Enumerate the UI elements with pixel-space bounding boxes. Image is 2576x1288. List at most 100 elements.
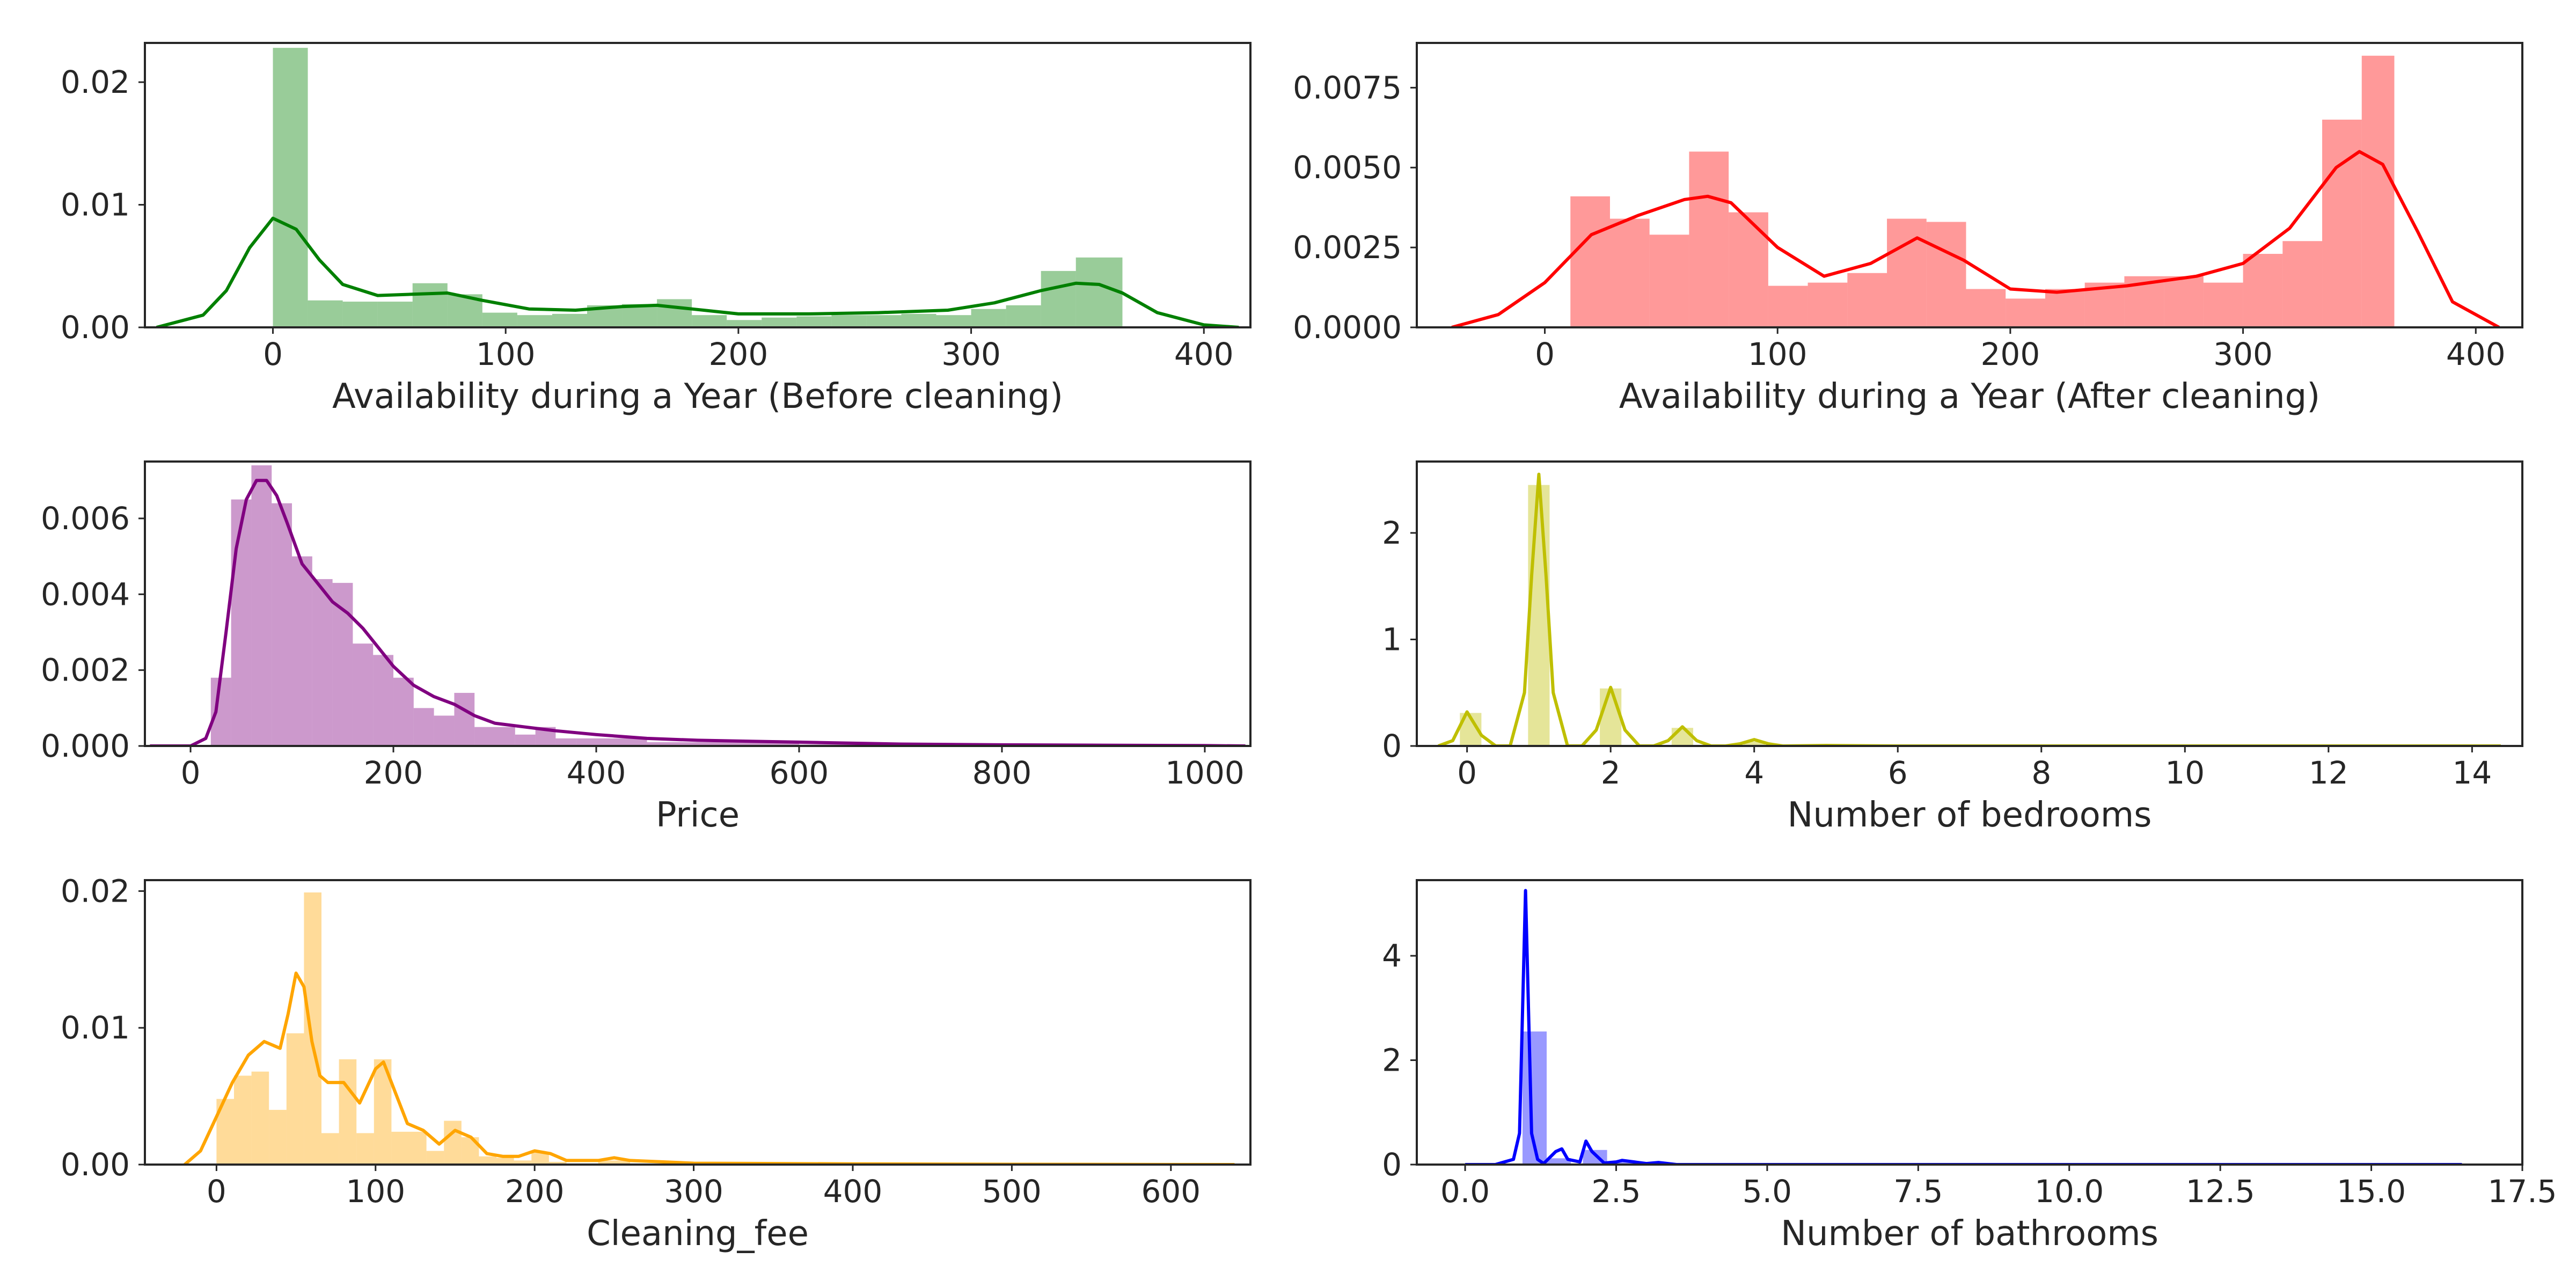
- histogram-bar: [426, 1151, 444, 1165]
- histogram-bar: [866, 315, 902, 327]
- kde-line: [1438, 472, 2501, 746]
- x-tick-label: 300: [941, 336, 1001, 372]
- histogram-bar: [727, 320, 762, 327]
- histogram-bar: [657, 299, 692, 327]
- histogram-bar: [1609, 218, 1650, 327]
- x-tick-label: 400: [823, 1173, 883, 1210]
- y-tick-label: 0.0000: [1293, 309, 1402, 346]
- histogram-bar: [514, 1160, 532, 1165]
- y-tick-label: 0.02: [61, 64, 130, 100]
- histogram-bar: [552, 313, 587, 327]
- axes-frame: [144, 42, 1252, 328]
- histogram-bar: [576, 738, 597, 746]
- y-tick-label: 1: [1382, 621, 1402, 657]
- histogram-bar: [233, 1075, 252, 1165]
- y-tick-label: 0.00: [61, 1146, 130, 1183]
- x-axis-label: Availability during a Year (Before clean…: [332, 377, 1063, 416]
- histogram-bar: [1926, 222, 1966, 327]
- kde-line: [1451, 150, 2500, 327]
- histogram-bar: [831, 315, 867, 327]
- subplot-2: 0 100 200 300 400 0.0000 0.0025 0.0050 0.0075 Ava…: [1293, 42, 2523, 416]
- y-tick-label: 0.006: [41, 500, 130, 537]
- x-tick-label: 600: [1141, 1173, 1201, 1210]
- x-tick-label: 14: [2452, 755, 2492, 791]
- histogram-bar: [454, 693, 475, 746]
- histogram-bar: [332, 583, 353, 746]
- histogram-bar: [901, 313, 936, 327]
- subplot-5: 0 100 200 300 400 500 600 0.00 0.01 0.02 Cleaning_…: [61, 873, 1252, 1254]
- histogram-bar: [496, 1158, 514, 1165]
- x-tick-label: 200: [364, 755, 423, 791]
- histogram-bar: [321, 1133, 339, 1165]
- x-tick-label: 2.5: [1591, 1173, 1641, 1210]
- histogram-bar: [515, 734, 536, 746]
- histogram-bar: [251, 465, 272, 746]
- x-axis-label: Price: [656, 795, 740, 835]
- histogram-bar: [698, 742, 799, 746]
- histogram-bar: [555, 738, 576, 746]
- subplot-6: 0.0 2.5 5.0 7.5 10.0 12.5 15.0 17.5 0 2 4 Number of…: [1382, 879, 2557, 1254]
- y-tick-label: 2: [1382, 1042, 1402, 1079]
- plot-area: [1465, 889, 2462, 1165]
- histogram-bar: [1729, 212, 1768, 327]
- histogram-bar: [936, 315, 971, 327]
- y-tick-label: 0: [1382, 728, 1402, 764]
- x-axis-label: Availability during a Year (After cleani…: [1619, 377, 2320, 416]
- histogram-bar: [495, 727, 515, 746]
- histogram-bar: [474, 727, 495, 746]
- x-tick-label: 1000: [1165, 755, 1245, 791]
- histogram-bar: [1966, 289, 2006, 327]
- x-tick-label: 10.0: [2035, 1173, 2104, 1210]
- histogram-bar: [2006, 298, 2045, 327]
- y-tick-label: 0.000: [41, 728, 130, 764]
- x-tick-label: 200: [505, 1173, 565, 1210]
- histogram-bar: [2361, 55, 2395, 327]
- axes-frame: [1416, 42, 2523, 328]
- histogram-bar: [444, 1121, 462, 1165]
- x-tick-label: 100: [1748, 336, 1807, 372]
- histogram-bar: [2322, 119, 2362, 327]
- axes-frame: [1416, 460, 2523, 747]
- histogram-bar: [2243, 254, 2283, 327]
- kde-line: [184, 971, 1235, 1165]
- kde-line: [156, 216, 1239, 327]
- x-tick-label: 5.0: [1743, 1173, 1792, 1210]
- plot-area: [1451, 55, 2500, 327]
- x-tick-label: 17.5: [2487, 1173, 2557, 1210]
- y-tick-label: 0.0050: [1293, 149, 1402, 186]
- histogram-bar: [1006, 305, 1041, 327]
- x-tick-label: 6: [1888, 755, 1908, 791]
- x-tick-label: 15.0: [2337, 1173, 2406, 1210]
- histogram-bar: [1649, 235, 1689, 327]
- histogram-bar: [1547, 1158, 1571, 1165]
- histogram-bar: [1768, 286, 1808, 327]
- histogram-bar: [353, 643, 374, 746]
- histogram-bar: [647, 742, 698, 746]
- x-tick-label: 7.5: [1893, 1173, 1943, 1210]
- x-axis-label: Number of bathrooms: [1781, 1214, 2158, 1254]
- histogram-bar: [2045, 289, 2085, 327]
- x-tick-label: 12: [2309, 755, 2348, 791]
- y-tick-label: 0.01: [61, 1009, 130, 1046]
- histogram-bar: [373, 655, 394, 746]
- y-tick-label: 0.0075: [1293, 69, 1402, 106]
- x-tick-label: 8: [2031, 755, 2051, 791]
- x-axis-label: Number of bedrooms: [1788, 795, 2152, 835]
- x-tick-label: 10: [2165, 755, 2205, 791]
- plot-area: [184, 892, 1235, 1165]
- histogram-bar: [1528, 485, 1550, 746]
- histogram-bar: [796, 316, 832, 327]
- histogram-bar: [482, 312, 517, 327]
- histogram-bar: [598, 1160, 631, 1165]
- y-tick-label: 0.02: [61, 873, 130, 909]
- x-tick-label: 500: [982, 1173, 1042, 1210]
- histogram-bar: [1041, 270, 1076, 327]
- histogram-bar: [269, 1110, 287, 1165]
- x-tick-label: 300: [2213, 336, 2273, 372]
- histogram-bar: [412, 283, 448, 327]
- histogram-bar: [2282, 241, 2323, 327]
- x-tick-label: 0: [1457, 755, 1477, 791]
- histogram-bar: [1847, 273, 1887, 327]
- histogram-bar: [1570, 196, 1610, 327]
